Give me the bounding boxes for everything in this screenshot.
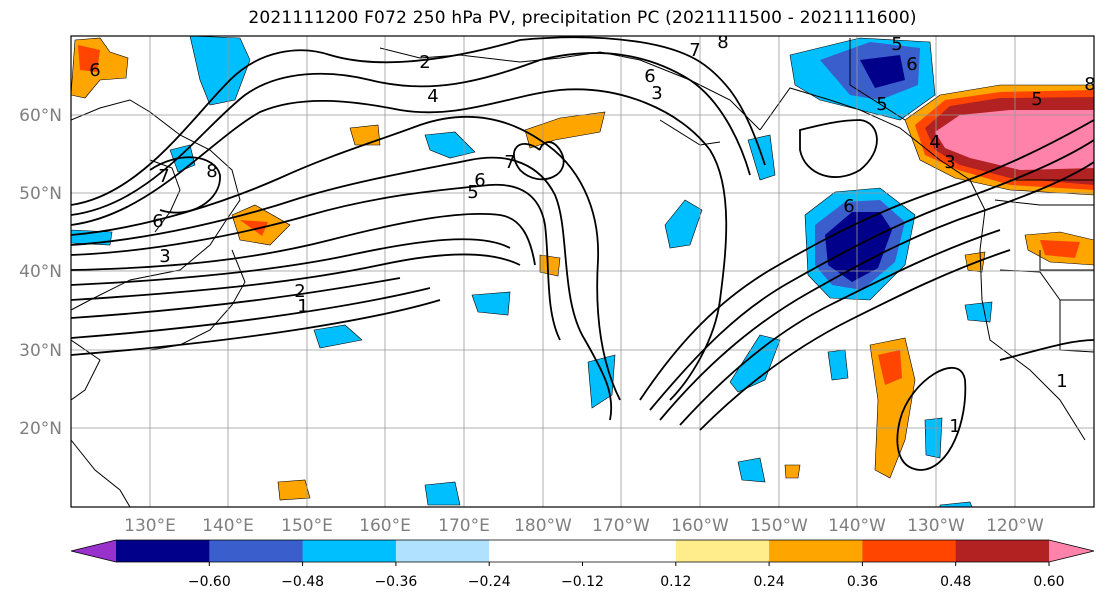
contour-label: 7 xyxy=(689,40,700,61)
lat-label: 50°N xyxy=(19,184,62,204)
colorbar-swatch xyxy=(116,540,210,562)
map-area: 2 4 6 8 7 3 6 5 8 6 5 6 7 6 3 7 5 6 1 2 … xyxy=(71,32,1095,507)
contour-label: 5 xyxy=(891,34,902,55)
contour-label: 4 xyxy=(427,86,438,107)
contour-label: 3 xyxy=(159,246,170,267)
graticule xyxy=(71,36,1094,507)
colorbar-swatch xyxy=(302,540,397,562)
colorbar xyxy=(70,539,1095,563)
colorbar-tick-label: 0.60 xyxy=(1033,574,1064,590)
pv-contours xyxy=(71,36,1094,471)
contour-label: 4 xyxy=(929,132,940,153)
contour-label: 3 xyxy=(651,83,662,104)
lon-label: 130°E xyxy=(124,516,176,536)
colorbar-swatch xyxy=(862,540,957,562)
contour-label: 1 xyxy=(949,416,960,437)
lon-label: 140°W xyxy=(828,516,886,536)
contour-label: 6 xyxy=(152,211,163,232)
lon-label: 130°W xyxy=(907,516,965,536)
colorbar-ticks: −0.60 −0.48 −0.36 −0.24 −0.12 0.12 0.24 0.36 0.4… xyxy=(188,562,1065,590)
lon-label: 170°E xyxy=(438,516,490,536)
colorbar-outline xyxy=(70,539,1095,563)
contour-label: 3 xyxy=(944,152,955,173)
contour-label: 5 xyxy=(467,182,478,203)
lat-label: 60°N xyxy=(19,106,62,126)
colorbar-swatch xyxy=(955,540,1050,562)
latitude-labels: 60°N 50°N 40°N 30°N 20°N xyxy=(19,106,62,439)
colorbar-tick-label: 0.48 xyxy=(940,574,971,590)
lon-label: 140°E xyxy=(202,516,254,536)
lat-label: 20°N xyxy=(19,419,62,439)
lat-label: 30°N xyxy=(19,341,62,361)
lon-label: 150°W xyxy=(750,516,808,536)
colorbar-extend-max xyxy=(1049,540,1094,562)
colorbar-tick-label: 0.36 xyxy=(847,574,878,590)
longitude-labels: 130°E 140°E 150°E 160°E 170°E 180°W 170°… xyxy=(124,516,1044,536)
contour-label: 7 xyxy=(504,152,515,173)
contour-label: 5 xyxy=(876,94,887,115)
contour-label: 8 xyxy=(1084,74,1095,95)
colorbar-swatch xyxy=(582,540,677,562)
colorbar-tick-label: −0.48 xyxy=(281,574,324,590)
colorbar-swatch xyxy=(489,540,583,562)
lon-label: 120°W xyxy=(986,516,1044,536)
colorbar-tick-label: 0.12 xyxy=(660,574,691,590)
contour-label: 6 xyxy=(89,60,100,81)
page-title: 2021111200 F072 250 hPa PV, precipitatio… xyxy=(248,8,917,28)
colorbar-extend-min xyxy=(71,540,116,562)
colorbar-swatch xyxy=(769,540,863,562)
colorbar-tick-label: −0.24 xyxy=(468,574,511,590)
colorbar-swatch xyxy=(395,540,490,562)
lon-label: 150°E xyxy=(281,516,333,536)
lon-label: 160°E xyxy=(359,516,411,536)
colorbar-tick-label: 0.24 xyxy=(754,574,785,590)
contour-label: 5 xyxy=(1031,89,1042,110)
map-frame xyxy=(70,35,1095,508)
contour-label: 6 xyxy=(843,196,854,217)
contour-label: 2 xyxy=(294,281,305,302)
contour-label: 6 xyxy=(474,170,485,191)
lon-label: 160°W xyxy=(671,516,729,536)
colorbar-swatch xyxy=(209,540,304,562)
contour-label: 7 xyxy=(158,166,169,187)
lon-label: 180°W xyxy=(514,516,572,536)
contour-label: 8 xyxy=(206,161,217,182)
contour-label: 1 xyxy=(1056,371,1067,392)
lat-label: 40°N xyxy=(19,262,62,282)
contour-label: 2 xyxy=(419,52,430,73)
contour-label: 6 xyxy=(644,66,655,87)
pv-contour-labels: 2 4 6 8 7 3 6 5 8 6 5 6 7 6 3 7 5 6 1 2 … xyxy=(89,32,1095,437)
contour-label: 8 xyxy=(717,32,728,53)
contour-label: 6 xyxy=(906,54,917,75)
contour-label: 1 xyxy=(297,296,308,317)
colorbar-tick-label: −0.36 xyxy=(374,574,417,590)
colorbar-tick-label: −0.12 xyxy=(561,574,604,590)
colorbar-tick-label: −0.60 xyxy=(188,574,231,590)
colorbar-swatch xyxy=(675,540,770,562)
lon-label: 170°W xyxy=(592,516,650,536)
